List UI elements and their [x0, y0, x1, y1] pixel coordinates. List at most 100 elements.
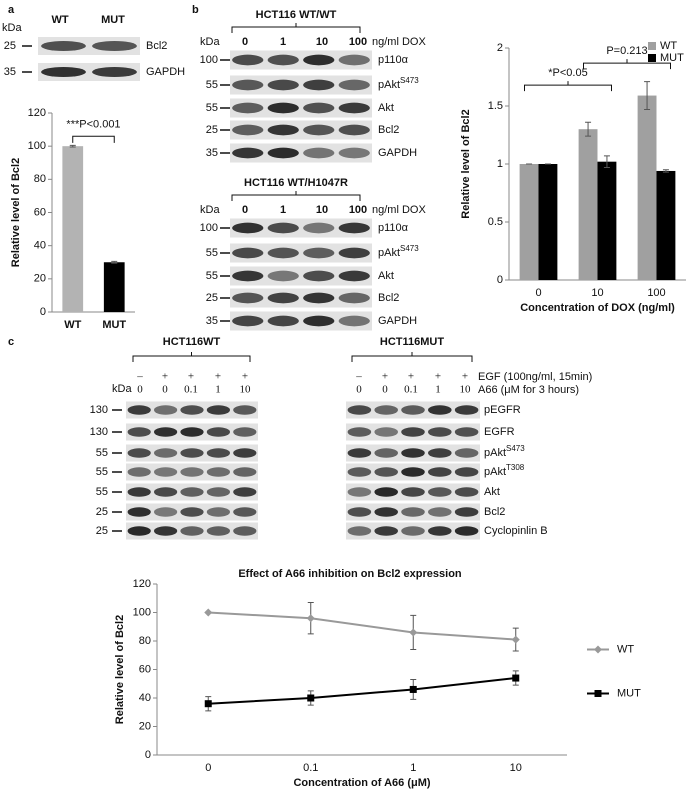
error-bar [662, 169, 669, 173]
blot-band [401, 448, 425, 458]
egf-sign: + [162, 371, 168, 383]
blot-band [454, 487, 479, 497]
point [512, 674, 520, 682]
row-label: pEGFR [484, 404, 521, 416]
blot-band [232, 79, 264, 91]
y-tick-label: 80 [139, 635, 151, 647]
blot-band [303, 124, 335, 136]
marker-label: 25 [206, 292, 218, 304]
blot-title: HCT116 WT/WT [256, 9, 337, 21]
y-tick-label: 20 [34, 273, 46, 285]
a66-label: A66 (μM for 3 hours) [478, 384, 579, 396]
blot-band [267, 292, 299, 304]
row-label: Akt [378, 102, 394, 114]
row-label: p110α [378, 54, 409, 66]
lane-label: 1 [280, 36, 286, 48]
y-tick-label: 0.5 [488, 216, 503, 228]
blot-band [153, 507, 178, 517]
a66-dose: 0 [356, 384, 362, 396]
y-tick-label: 100 [133, 606, 151, 618]
blot-band [267, 315, 299, 327]
row-name: Bcl2 [484, 506, 505, 518]
blot-band [180, 487, 204, 497]
blot-band [401, 487, 425, 497]
row-label: Bcl2 [378, 292, 399, 304]
blot-band [232, 54, 264, 66]
blot-band [267, 102, 299, 114]
lane-label: 1 [280, 204, 286, 216]
row-superscript: S473 [400, 76, 419, 85]
legend-marker [594, 690, 602, 697]
blot-band [153, 448, 178, 458]
blot-band [233, 405, 257, 415]
blot-band [180, 467, 204, 477]
row-name: GAPDH [378, 147, 417, 159]
blot-band [454, 405, 479, 415]
y-tick-label: 100 [28, 140, 46, 152]
blot-band [153, 405, 178, 415]
blot-band [206, 487, 231, 497]
row-name: Akt [484, 486, 500, 498]
series-line [208, 677, 516, 705]
point [511, 635, 520, 644]
blot-background [230, 50, 372, 70]
point [409, 628, 418, 637]
annotation: *P<0.05 [548, 67, 587, 79]
legend-swatch [648, 54, 656, 62]
egf-sign: + [408, 371, 414, 383]
blot-band [233, 526, 257, 536]
group-title: HCT116MUT [380, 336, 444, 348]
blot-band [428, 448, 452, 458]
blot-band [127, 467, 151, 477]
y-tick-label: 2 [497, 42, 503, 54]
blot-band [374, 405, 398, 415]
y-tick-label: 20 [139, 720, 151, 732]
lane-label: 10 [316, 204, 328, 216]
brace [132, 352, 251, 362]
bar [656, 170, 676, 280]
blot-band [303, 315, 335, 327]
lane-label: 10 [316, 36, 328, 48]
significance-bracket [524, 81, 612, 92]
legend-label: WT [660, 40, 677, 52]
blot-band [454, 467, 479, 477]
egf-sign: + [462, 371, 468, 383]
blot-band [92, 66, 137, 78]
kda-label: kDa [112, 383, 132, 395]
marker-label: 35 [206, 315, 218, 327]
x-axis-label: Concentration of DOX (ng/ml) [520, 302, 675, 314]
kda-label: kDa [200, 36, 220, 48]
lane-label: 100 [349, 204, 367, 216]
marker-label: 35 [4, 66, 16, 78]
blot-band [232, 315, 264, 327]
egf-sign: – [136, 371, 143, 383]
blot-band [454, 526, 479, 536]
row-label: GAPDH [146, 66, 185, 78]
blot-band [232, 124, 264, 136]
blot-band [428, 427, 452, 437]
blot-band [347, 526, 372, 536]
a66-dose: 1 [215, 384, 221, 396]
blot-band [127, 507, 151, 517]
blot-band [153, 526, 178, 536]
bar [62, 146, 84, 312]
brace [231, 191, 361, 201]
blot-title: HCT116 WT/H1047R [244, 177, 348, 189]
x-tick-label: 0 [535, 287, 541, 299]
blot-band [206, 526, 231, 536]
y-tick-label: 40 [34, 240, 46, 252]
blot-band [338, 247, 370, 259]
row-name: Bcl2 [378, 124, 399, 136]
blot-band [180, 507, 204, 517]
blot-band [267, 222, 299, 234]
y-tick-label: 80 [34, 173, 46, 185]
blot-band [267, 247, 299, 259]
a66-dose: 0 [137, 384, 143, 396]
legend-label: MUT [617, 687, 641, 699]
marker-label: 130 [90, 426, 108, 438]
blot-background [230, 311, 372, 331]
egf-sign: + [242, 371, 248, 383]
blot-band [374, 467, 398, 477]
y-tick-label: 0 [40, 306, 46, 318]
kda-label: kDa [2, 22, 22, 34]
